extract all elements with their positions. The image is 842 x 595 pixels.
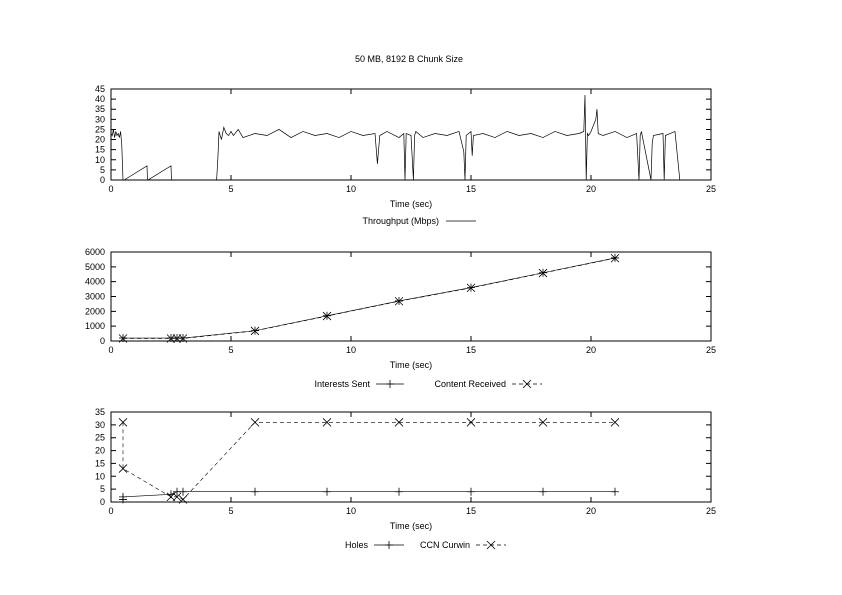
y-tick-label: 45 xyxy=(95,84,105,94)
legend-label: Holes xyxy=(345,540,369,550)
series-line-2 xyxy=(122,421,615,500)
legend-marker xyxy=(486,540,496,550)
x-tick-label: 10 xyxy=(346,184,356,194)
data-point-x xyxy=(172,492,182,502)
plot-frame xyxy=(110,411,712,503)
chart-panel-3: 0 5 10 15 20 25 30 35 0 5 10 15 20 25 Time (sec) Holes C… xyxy=(95,407,716,550)
legend-marker xyxy=(385,541,393,549)
data-point-plus xyxy=(119,492,127,501)
legend-marker xyxy=(386,380,394,388)
legend-marker xyxy=(522,379,532,389)
data-point-plus xyxy=(323,487,331,496)
chart-panel-2: 0 1000 2000 3000 4000 5000 6000 0 5 10 15 20 25 Time … xyxy=(85,247,716,389)
x-tick-label: 20 xyxy=(586,506,596,516)
data-point-plus xyxy=(179,487,187,496)
data-point-plus xyxy=(611,487,619,496)
data-point-x xyxy=(538,268,548,278)
series-line-1 xyxy=(122,491,615,500)
x-axis-label: Time (sec) xyxy=(390,360,432,370)
x-axis-label: Time (sec) xyxy=(390,199,432,209)
y-tick-label: 2000 xyxy=(85,306,105,316)
y-tick-label: 1000 xyxy=(85,321,105,331)
y-tick-label: 30 xyxy=(95,114,105,124)
data-point-x xyxy=(178,495,188,504)
series-line-1 xyxy=(123,257,616,339)
x-tick-label: 10 xyxy=(346,506,356,516)
data-point-plus xyxy=(539,487,547,496)
data-point-x xyxy=(394,418,404,427)
x-tick-label: 0 xyxy=(108,506,113,516)
data-point-plus xyxy=(395,487,403,496)
x-tick-label: 25 xyxy=(706,506,716,516)
x-tick-label: 5 xyxy=(228,506,233,516)
x-tick-label: 25 xyxy=(706,345,716,355)
data-point-x xyxy=(250,418,260,427)
y-tick-label: 25 xyxy=(95,433,105,443)
x-axis-label: Time (sec) xyxy=(390,521,432,531)
x-tick-label: 0 xyxy=(108,345,113,355)
data-point-plus xyxy=(467,487,475,496)
data-point-x xyxy=(322,311,332,321)
data-point-x xyxy=(322,418,332,427)
x-tick-label: 20 xyxy=(586,345,596,355)
y-tick-label: 5000 xyxy=(85,262,105,272)
y-tick-label: 0 xyxy=(100,497,105,507)
y-tick-label: 15 xyxy=(95,145,105,155)
y-tick-label: 0 xyxy=(100,336,105,346)
y-tick-label: 10 xyxy=(95,155,105,165)
data-point-x xyxy=(466,418,476,427)
data-point-x xyxy=(166,492,176,502)
y-tick-label: 40 xyxy=(95,94,105,104)
data-point-x xyxy=(394,296,404,306)
x-tick-label: 15 xyxy=(466,345,476,355)
x-tick-label: 20 xyxy=(586,184,596,194)
y-tick-label: 3000 xyxy=(85,292,105,302)
y-tick-label: 5 xyxy=(100,165,105,175)
y-tick-label: 6000 xyxy=(85,247,105,257)
y-tick-label: 30 xyxy=(95,420,105,430)
data-point-x xyxy=(172,334,182,343)
x-tick-label: 0 xyxy=(108,184,113,194)
y-tick-label: 20 xyxy=(95,135,105,145)
legend-label: Interests Sent xyxy=(314,379,370,389)
data-point-x xyxy=(178,334,188,343)
y-tick-label: 10 xyxy=(95,471,105,481)
y-tick-label: 35 xyxy=(95,407,105,417)
series-line-1 xyxy=(110,95,681,181)
data-point-x xyxy=(610,253,620,263)
data-point-x xyxy=(118,334,128,343)
data-point-x xyxy=(118,418,128,427)
series-line-2 xyxy=(123,257,616,339)
data-point-x xyxy=(610,418,620,427)
y-tick-label: 0 xyxy=(100,175,105,185)
legend-label: Throughput (Mbps) xyxy=(362,216,439,226)
data-point-x xyxy=(466,283,476,293)
plot-frame xyxy=(110,251,712,342)
x-tick-label: 25 xyxy=(706,184,716,194)
x-tick-label: 15 xyxy=(466,506,476,516)
data-point-x xyxy=(118,464,128,473)
data-point-x xyxy=(538,418,548,427)
legend-label: Content Received xyxy=(434,379,506,389)
y-tick-label: 35 xyxy=(95,104,105,114)
x-tick-label: 10 xyxy=(346,345,356,355)
y-tick-label: 15 xyxy=(95,458,105,468)
chart-title: 50 MB, 8192 B Chunk Size xyxy=(354,54,464,64)
y-tick-label: 25 xyxy=(95,124,105,134)
x-tick-label: 15 xyxy=(466,184,476,194)
data-point-plus xyxy=(251,487,259,496)
data-point-x xyxy=(250,326,260,336)
y-tick-label: 5 xyxy=(100,484,105,494)
plot-frame xyxy=(110,88,712,181)
x-tick-label: 5 xyxy=(228,184,233,194)
data-point-x xyxy=(166,334,176,343)
legend-label: CCN Curwin xyxy=(420,540,470,550)
x-tick-label: 5 xyxy=(228,345,233,355)
y-tick-label: 4000 xyxy=(85,277,105,287)
y-tick-label: 20 xyxy=(95,446,105,456)
